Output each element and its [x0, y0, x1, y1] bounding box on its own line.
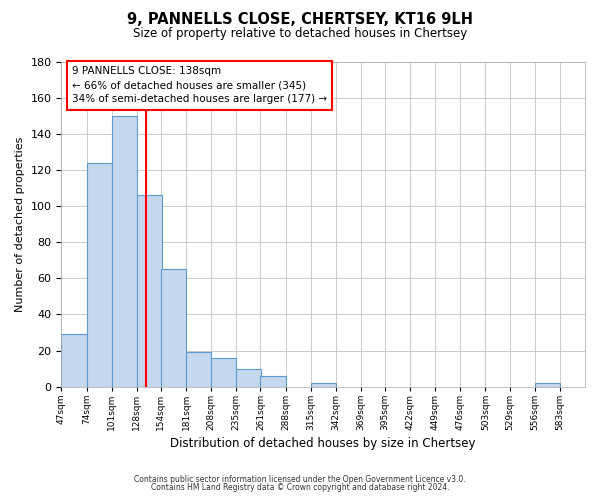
- Bar: [260, 376, 286, 386]
- Text: 9 PANNELLS CLOSE: 138sqm
← 66% of detached houses are smaller (345)
34% of semi-: 9 PANNELLS CLOSE: 138sqm ← 66% of detach…: [72, 66, 327, 104]
- Text: Contains HM Land Registry data © Crown copyright and database right 2024.: Contains HM Land Registry data © Crown c…: [151, 484, 449, 492]
- Bar: [86, 162, 112, 386]
- Bar: [535, 383, 560, 386]
- Bar: [236, 368, 262, 386]
- Bar: [137, 195, 162, 386]
- Y-axis label: Number of detached properties: Number of detached properties: [15, 136, 25, 312]
- Bar: [61, 334, 86, 386]
- Text: Size of property relative to detached houses in Chertsey: Size of property relative to detached ho…: [133, 28, 467, 40]
- Bar: [311, 383, 336, 386]
- Bar: [161, 270, 186, 386]
- Bar: [112, 116, 137, 386]
- Bar: [186, 352, 211, 386]
- Text: Contains public sector information licensed under the Open Government Licence v3: Contains public sector information licen…: [134, 475, 466, 484]
- Text: 9, PANNELLS CLOSE, CHERTSEY, KT16 9LH: 9, PANNELLS CLOSE, CHERTSEY, KT16 9LH: [127, 12, 473, 28]
- Bar: [211, 358, 236, 386]
- X-axis label: Distribution of detached houses by size in Chertsey: Distribution of detached houses by size …: [170, 437, 476, 450]
